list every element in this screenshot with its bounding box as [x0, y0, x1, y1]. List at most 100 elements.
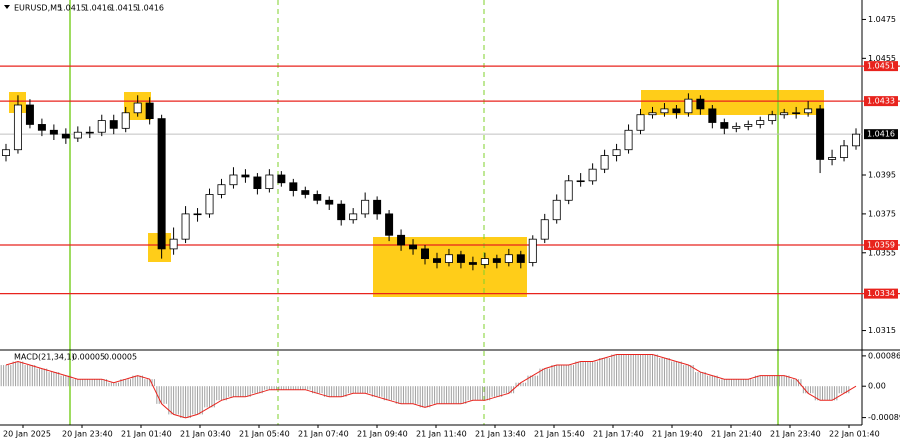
y-tick-label: 1.0455	[868, 54, 896, 63]
candle-body	[780, 112, 789, 116]
candle-body	[361, 199, 370, 215]
candle-body	[804, 108, 813, 114]
candle-body	[193, 213, 202, 216]
candle-body	[504, 254, 513, 263]
candle-body	[732, 125, 741, 129]
candle-body	[421, 248, 430, 260]
candle-body	[624, 129, 633, 151]
candle-body	[540, 219, 549, 240]
level-label-box	[864, 61, 898, 72]
candle-body	[564, 180, 573, 201]
macd-value: 0.00005	[72, 353, 105, 362]
candle-body	[720, 122, 729, 129]
candle-body	[768, 114, 777, 121]
candle-body	[468, 262, 477, 265]
candle-body	[552, 199, 561, 221]
candle-body	[660, 108, 669, 114]
x-tick-label: 21 Jan 11:40	[416, 430, 467, 439]
level-label: 1.0451	[864, 61, 898, 72]
candle-body	[516, 254, 525, 263]
menu-arrow	[4, 5, 10, 9]
level-label-text: 1.0433	[867, 97, 895, 106]
candle-body	[217, 184, 226, 195]
candle-body	[253, 176, 262, 190]
level-label-box	[864, 288, 898, 299]
level-label: 1.0433	[864, 96, 898, 107]
level-label: 1.0359	[864, 240, 898, 250]
candle-body	[684, 98, 693, 114]
candle-body	[636, 114, 645, 131]
candle-body	[25, 104, 34, 125]
candle-body	[444, 254, 453, 263]
candle-body	[145, 102, 154, 120]
session-lines	[69, 0, 779, 425]
x-tick-label: 22 Jan 01:40	[829, 430, 880, 439]
candle-body	[181, 213, 190, 240]
candle-body	[229, 174, 238, 186]
candle-body	[456, 254, 465, 263]
x-tick-label: 21 Jan 01:40	[121, 430, 172, 439]
header-value: 1.0415	[110, 4, 138, 13]
candle-body	[241, 174, 250, 178]
candle-body	[385, 213, 394, 236]
level-label-text: 1.0334	[867, 289, 895, 298]
candle-body	[265, 174, 274, 190]
candle-body	[756, 120, 765, 125]
candle-body	[97, 120, 106, 133]
x-tick-label: 21 Jan 07:40	[298, 430, 349, 439]
candle-body	[480, 258, 489, 265]
header-value: 1.0416	[136, 4, 164, 13]
y-tick-label: 1.0395	[868, 171, 896, 180]
candle-body	[744, 124, 753, 127]
candle-body	[205, 194, 214, 215]
level-label-text: 1.0416	[867, 130, 895, 139]
x-tick-label: 21 Jan 23:40	[770, 430, 821, 439]
y2-tick-label: -0.00089	[868, 413, 900, 422]
level-label-text: 1.0451	[867, 62, 895, 71]
level-label-text: 1.0359	[867, 241, 895, 250]
candle-body	[792, 112, 801, 114]
candle-body	[289, 182, 298, 191]
zone	[373, 237, 527, 297]
candle-body	[816, 108, 825, 160]
y2-tick-label: 0.00	[868, 382, 886, 391]
x-tick-label: 21 Jan 09:40	[357, 430, 408, 439]
candle-body	[397, 234, 406, 246]
header-value: 1.0416	[84, 4, 112, 13]
header-value: 1.0415	[58, 4, 86, 13]
y-tick-label: 1.0315	[868, 326, 896, 335]
candle-body	[169, 238, 178, 250]
candle-body	[672, 108, 681, 114]
candle-body	[277, 174, 286, 184]
candle-body	[409, 244, 418, 250]
x-tick-label: 21 Jan 13:40	[475, 430, 526, 439]
candle-body	[373, 199, 382, 215]
y-tick-label: 1.0375	[868, 209, 896, 218]
y2-tick-label: 0.00086	[868, 351, 900, 360]
candle-body	[708, 108, 717, 123]
level-label: 1.0334	[864, 288, 898, 299]
macd-label: MACD(21,34,1)	[14, 353, 75, 362]
candle-body	[337, 203, 346, 221]
candle-body	[121, 112, 130, 129]
candle-body	[828, 157, 837, 160]
candle-body	[612, 149, 621, 156]
x-tick-label: 21 Jan 21:40	[711, 430, 762, 439]
zone	[641, 90, 824, 115]
x-tick-label: 21 Jan 19:40	[652, 430, 703, 439]
macd-value: 0.00005	[104, 353, 137, 362]
candle-body	[73, 131, 82, 139]
macd-signal-line	[5, 354, 857, 419]
x-tick-label: 20 Jan 23:40	[62, 430, 113, 439]
candle-body	[313, 194, 322, 201]
candle-body	[492, 258, 501, 263]
candle-body	[349, 213, 358, 221]
zones	[9, 90, 824, 297]
candle-body	[648, 112, 657, 116]
candle-body	[528, 238, 537, 263]
y-tick-label: 1.0475	[868, 15, 896, 24]
x-tick-label: 21 Jan 15:40	[534, 430, 585, 439]
candle-body	[61, 133, 70, 139]
candle-body	[432, 258, 441, 263]
